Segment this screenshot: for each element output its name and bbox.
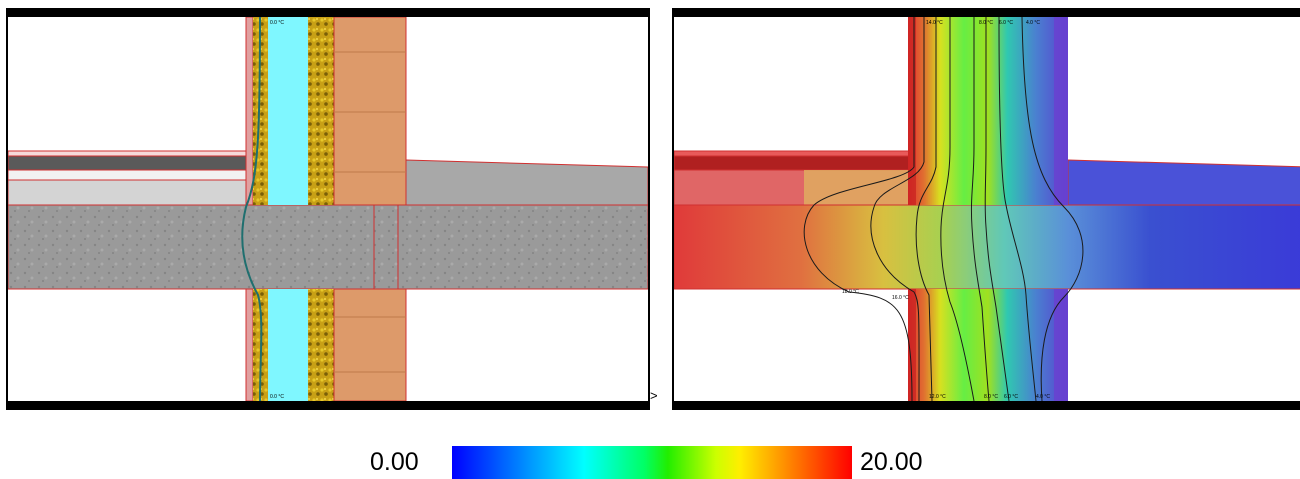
wall-plaster-top xyxy=(245,17,254,206)
right-slab-upper-thermal xyxy=(1067,159,1300,206)
wall-brick-top xyxy=(333,17,407,206)
wall-insulation-outer-top xyxy=(308,17,334,205)
bottom-label-1: 12.0 °C xyxy=(929,394,946,400)
bottom-temp-label: 0.0 °C xyxy=(270,394,284,400)
top-label-4: 4.0 °C xyxy=(1026,20,1040,26)
wall-plaster-bottom xyxy=(245,288,254,401)
wall-brick-bottom xyxy=(333,288,407,401)
left-floor-finish-thermal xyxy=(674,150,913,157)
thermal-cross-section: 18.0 °C 16.0 °C 14.0 °C 8.0 °C 6.0 °C 4.… xyxy=(674,17,1300,401)
top-label-1: 14.0 °C xyxy=(926,20,943,26)
material-cross-section: 0.0 °C 0.0 °C xyxy=(8,17,648,401)
wall-air-gap-top xyxy=(268,17,308,205)
left-light-concrete xyxy=(8,179,247,206)
main-slab-thermal xyxy=(674,204,1300,290)
legend-max-label: 20.00 xyxy=(860,448,923,476)
right-slab-upper xyxy=(405,159,648,206)
thermal-view-panel: 18.0 °C 16.0 °C 14.0 °C 8.0 °C 6.0 °C 4.… xyxy=(672,8,1300,410)
bottom-label-4: 4.0 °C xyxy=(1036,394,1050,400)
wall-insulation-outer-bottom xyxy=(308,289,334,401)
left-floor-finish xyxy=(8,150,247,157)
isotherm-label-18: 18.0 °C xyxy=(842,289,859,295)
color-scale-bar xyxy=(452,446,852,479)
isotherm-label-16: 16.0 °C xyxy=(892,295,909,301)
left-separation-layer xyxy=(8,169,247,181)
top-label-3: 6.0 °C xyxy=(999,20,1013,26)
isotherm-line xyxy=(241,17,263,401)
wall-thermal-top xyxy=(908,17,1068,205)
arrow-glyph: > xyxy=(650,388,658,403)
bottom-label-2: 8.0 °C xyxy=(984,394,998,400)
isotherm-lines xyxy=(803,17,1084,401)
bottom-label-3: 6.0 °C xyxy=(1004,394,1018,400)
legend-min-label: 0.00 xyxy=(370,448,419,476)
wall-air-gap-bottom xyxy=(268,289,308,401)
material-view-panel: 0.0 °C 0.0 °C xyxy=(6,8,650,410)
top-label-2: 8.0 °C xyxy=(979,20,993,26)
main-concrete-slab xyxy=(8,204,648,290)
left-screed-thermal xyxy=(674,155,913,171)
top-temp-label: 0.0 °C xyxy=(270,20,284,26)
left-screed-layer xyxy=(8,155,247,171)
